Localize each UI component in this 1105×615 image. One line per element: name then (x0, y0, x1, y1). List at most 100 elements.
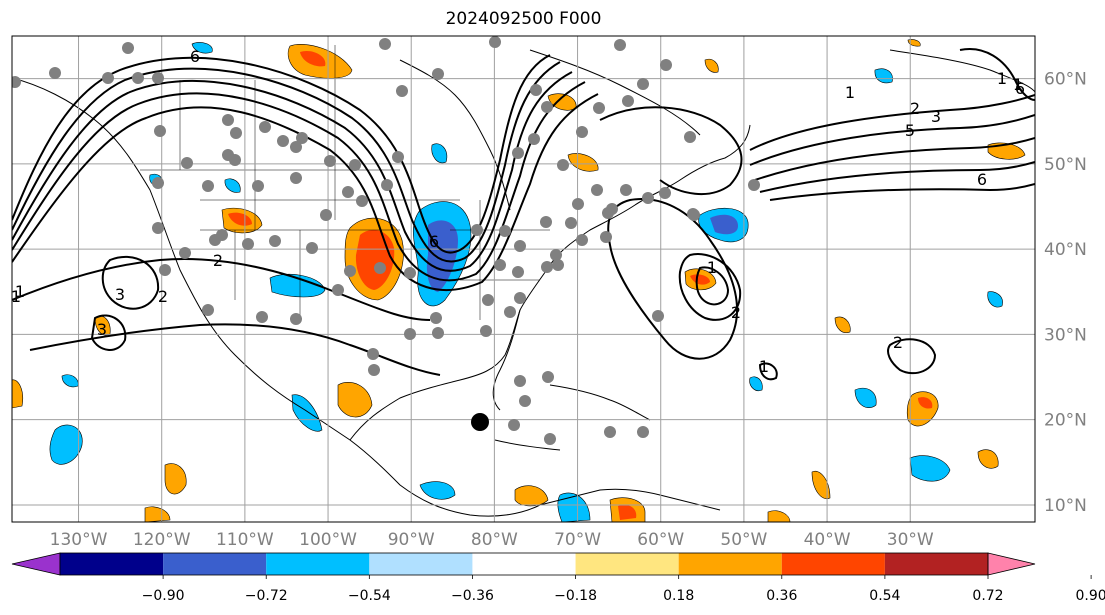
station-dot (320, 209, 332, 221)
colorbar-tick-label: −0.90 (142, 588, 185, 604)
contour-label: 2 (910, 99, 920, 118)
station-dot (557, 159, 569, 171)
colorbar-tick-label: −0.36 (451, 588, 494, 604)
colorbar-segment (781, 553, 885, 575)
lon-label: 100°W (299, 530, 357, 550)
contour-label: 3 (115, 285, 125, 304)
station-dot (652, 310, 664, 322)
station-dot (482, 294, 494, 306)
station-dot (432, 68, 444, 80)
station-dot (290, 141, 302, 153)
station-dot (432, 327, 444, 339)
station-dot (593, 102, 605, 114)
lon-label: 110°W (216, 530, 274, 550)
station-dot (152, 72, 164, 84)
contour-label: 6 (977, 170, 987, 189)
colorbar-segment (163, 553, 267, 575)
contour-label: 1 (759, 357, 769, 376)
map-title: 2024092500 F000 (445, 9, 602, 29)
lat-label: 20°N (1044, 411, 1087, 431)
contour-label: 1 (707, 258, 717, 277)
contour-label: 1 (1013, 75, 1023, 94)
lat-label: 10°N (1044, 496, 1087, 516)
contour-label: 6 (190, 47, 200, 66)
height-contours (12, 48, 1035, 381)
lat-label: 30°N (1044, 325, 1087, 345)
station-dot (600, 231, 612, 243)
station-dot (494, 259, 506, 271)
lon-label: 50°W (720, 530, 767, 550)
map-frame (11, 35, 1036, 523)
colorbar-segment (472, 553, 576, 575)
storm-center-marker (471, 413, 489, 431)
station-dot (202, 180, 214, 192)
station-dot (541, 261, 553, 273)
contour-label: 3 (931, 107, 941, 126)
map-background (12, 36, 1035, 522)
station-dot (614, 39, 626, 51)
station-dot (306, 242, 318, 254)
contour-label: 1 (997, 69, 1007, 88)
station-dot (242, 238, 254, 250)
station-dot (480, 325, 492, 337)
station-dot (290, 313, 302, 325)
station-dot (296, 132, 308, 144)
station-dot (179, 247, 191, 259)
station-dot (541, 101, 553, 113)
station-dot (344, 265, 356, 277)
lon-label: 60°W (637, 530, 684, 550)
colorbar-tick-label: 0.72 (972, 588, 1003, 604)
colorbar-segment (60, 553, 164, 575)
station-dot (514, 240, 526, 252)
station-dot (374, 262, 386, 274)
station-dot (550, 249, 562, 261)
contour-label: 6 (429, 232, 439, 251)
station-dot (514, 292, 526, 304)
station-dot (356, 195, 368, 207)
colorbar-segment (884, 553, 988, 575)
station-dot (102, 72, 114, 84)
colorbar-tick-label: −0.18 (554, 588, 597, 604)
colorbar-segment (678, 553, 782, 575)
lon-label: 40°W (804, 530, 851, 550)
contour-label: 1 (11, 287, 21, 306)
lon-label: 70°W (554, 530, 601, 550)
station-dot (396, 85, 408, 97)
colorbar-segment (266, 553, 370, 575)
station-dot (230, 127, 242, 139)
station-dot (530, 84, 542, 96)
lat-axis-labels: 60°N 50°N 40°N 30°N 20°N 10°N (1044, 70, 1087, 516)
station-dot (576, 126, 588, 138)
station-dot (637, 78, 649, 90)
colorbar: −0.90 −0.72 −0.54 −0.36 −0.18 0.18 0.36 0.54 0.7… (11, 552, 1105, 604)
colorbar-tick-label: 0.18 (663, 588, 694, 604)
lon-axis-labels: 130°W 120°W 110°W 100°W 90°W 80°W 70°W 60°W 50°W… (50, 530, 934, 550)
contour-label: 2 (158, 287, 168, 306)
station-markers (12, 36, 760, 445)
station-dot (229, 154, 241, 166)
station-dot (152, 177, 164, 189)
station-dot (259, 121, 271, 133)
station-dot (404, 328, 416, 340)
station-dot (181, 157, 193, 169)
station-dot (565, 217, 577, 229)
station-dot (512, 147, 524, 159)
lat-label: 50°N (1044, 155, 1087, 175)
station-dot (202, 304, 214, 316)
station-dot (620, 184, 632, 196)
station-dot (489, 36, 501, 48)
contour-label: 1 (845, 83, 855, 102)
lon-label: 90°W (388, 530, 435, 550)
station-dot (572, 198, 584, 210)
lon-label: 130°W (50, 530, 108, 550)
station-dot (544, 433, 556, 445)
station-dot (49, 67, 61, 79)
station-dot (622, 95, 634, 107)
colorbar-extend-low (11, 552, 61, 576)
station-dot (660, 59, 672, 71)
station-dot (430, 312, 442, 324)
station-dot (519, 395, 531, 407)
station-dot (504, 306, 516, 318)
station-dot (576, 234, 588, 246)
